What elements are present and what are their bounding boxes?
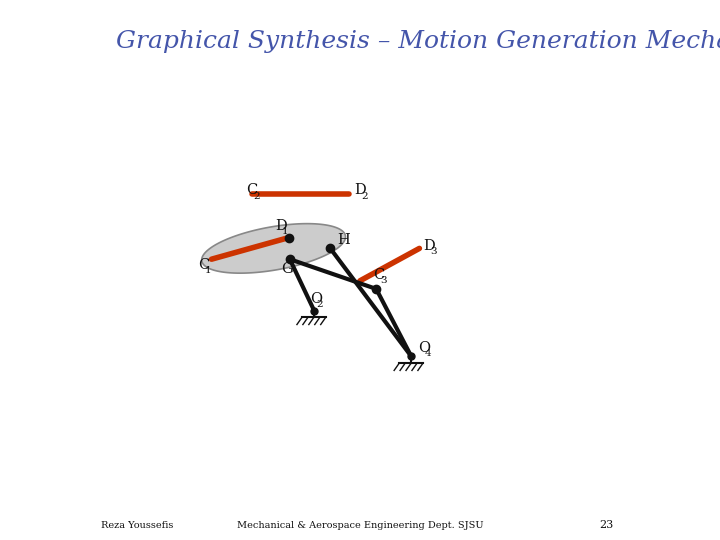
Text: 23: 23 <box>600 520 613 530</box>
Text: 3: 3 <box>431 247 437 256</box>
Text: H: H <box>337 233 349 247</box>
Text: 1: 1 <box>205 266 212 275</box>
Text: D: D <box>355 183 366 197</box>
Text: O: O <box>418 341 430 355</box>
Polygon shape <box>202 224 346 273</box>
Text: C: C <box>246 183 258 197</box>
Text: Graphical Synthesis – Motion Generation Mechanism: Graphical Synthesis – Motion Generation … <box>116 30 720 53</box>
Text: G: G <box>282 262 293 276</box>
Text: 3: 3 <box>381 276 387 285</box>
Text: Mechanical & Aerospace Engineering Dept. SJSU: Mechanical & Aerospace Engineering Dept.… <box>237 521 483 530</box>
Text: 1: 1 <box>282 227 289 236</box>
Text: O: O <box>310 292 322 306</box>
Text: C: C <box>198 258 210 272</box>
Text: C: C <box>374 268 384 282</box>
Text: 2: 2 <box>361 192 368 200</box>
Text: 4: 4 <box>425 349 431 358</box>
Text: Reza Youssefis: Reza Youssefis <box>101 521 174 530</box>
Text: 2: 2 <box>253 192 260 200</box>
Text: D: D <box>423 239 436 253</box>
Text: D: D <box>275 219 287 233</box>
Text: 2: 2 <box>317 300 323 309</box>
